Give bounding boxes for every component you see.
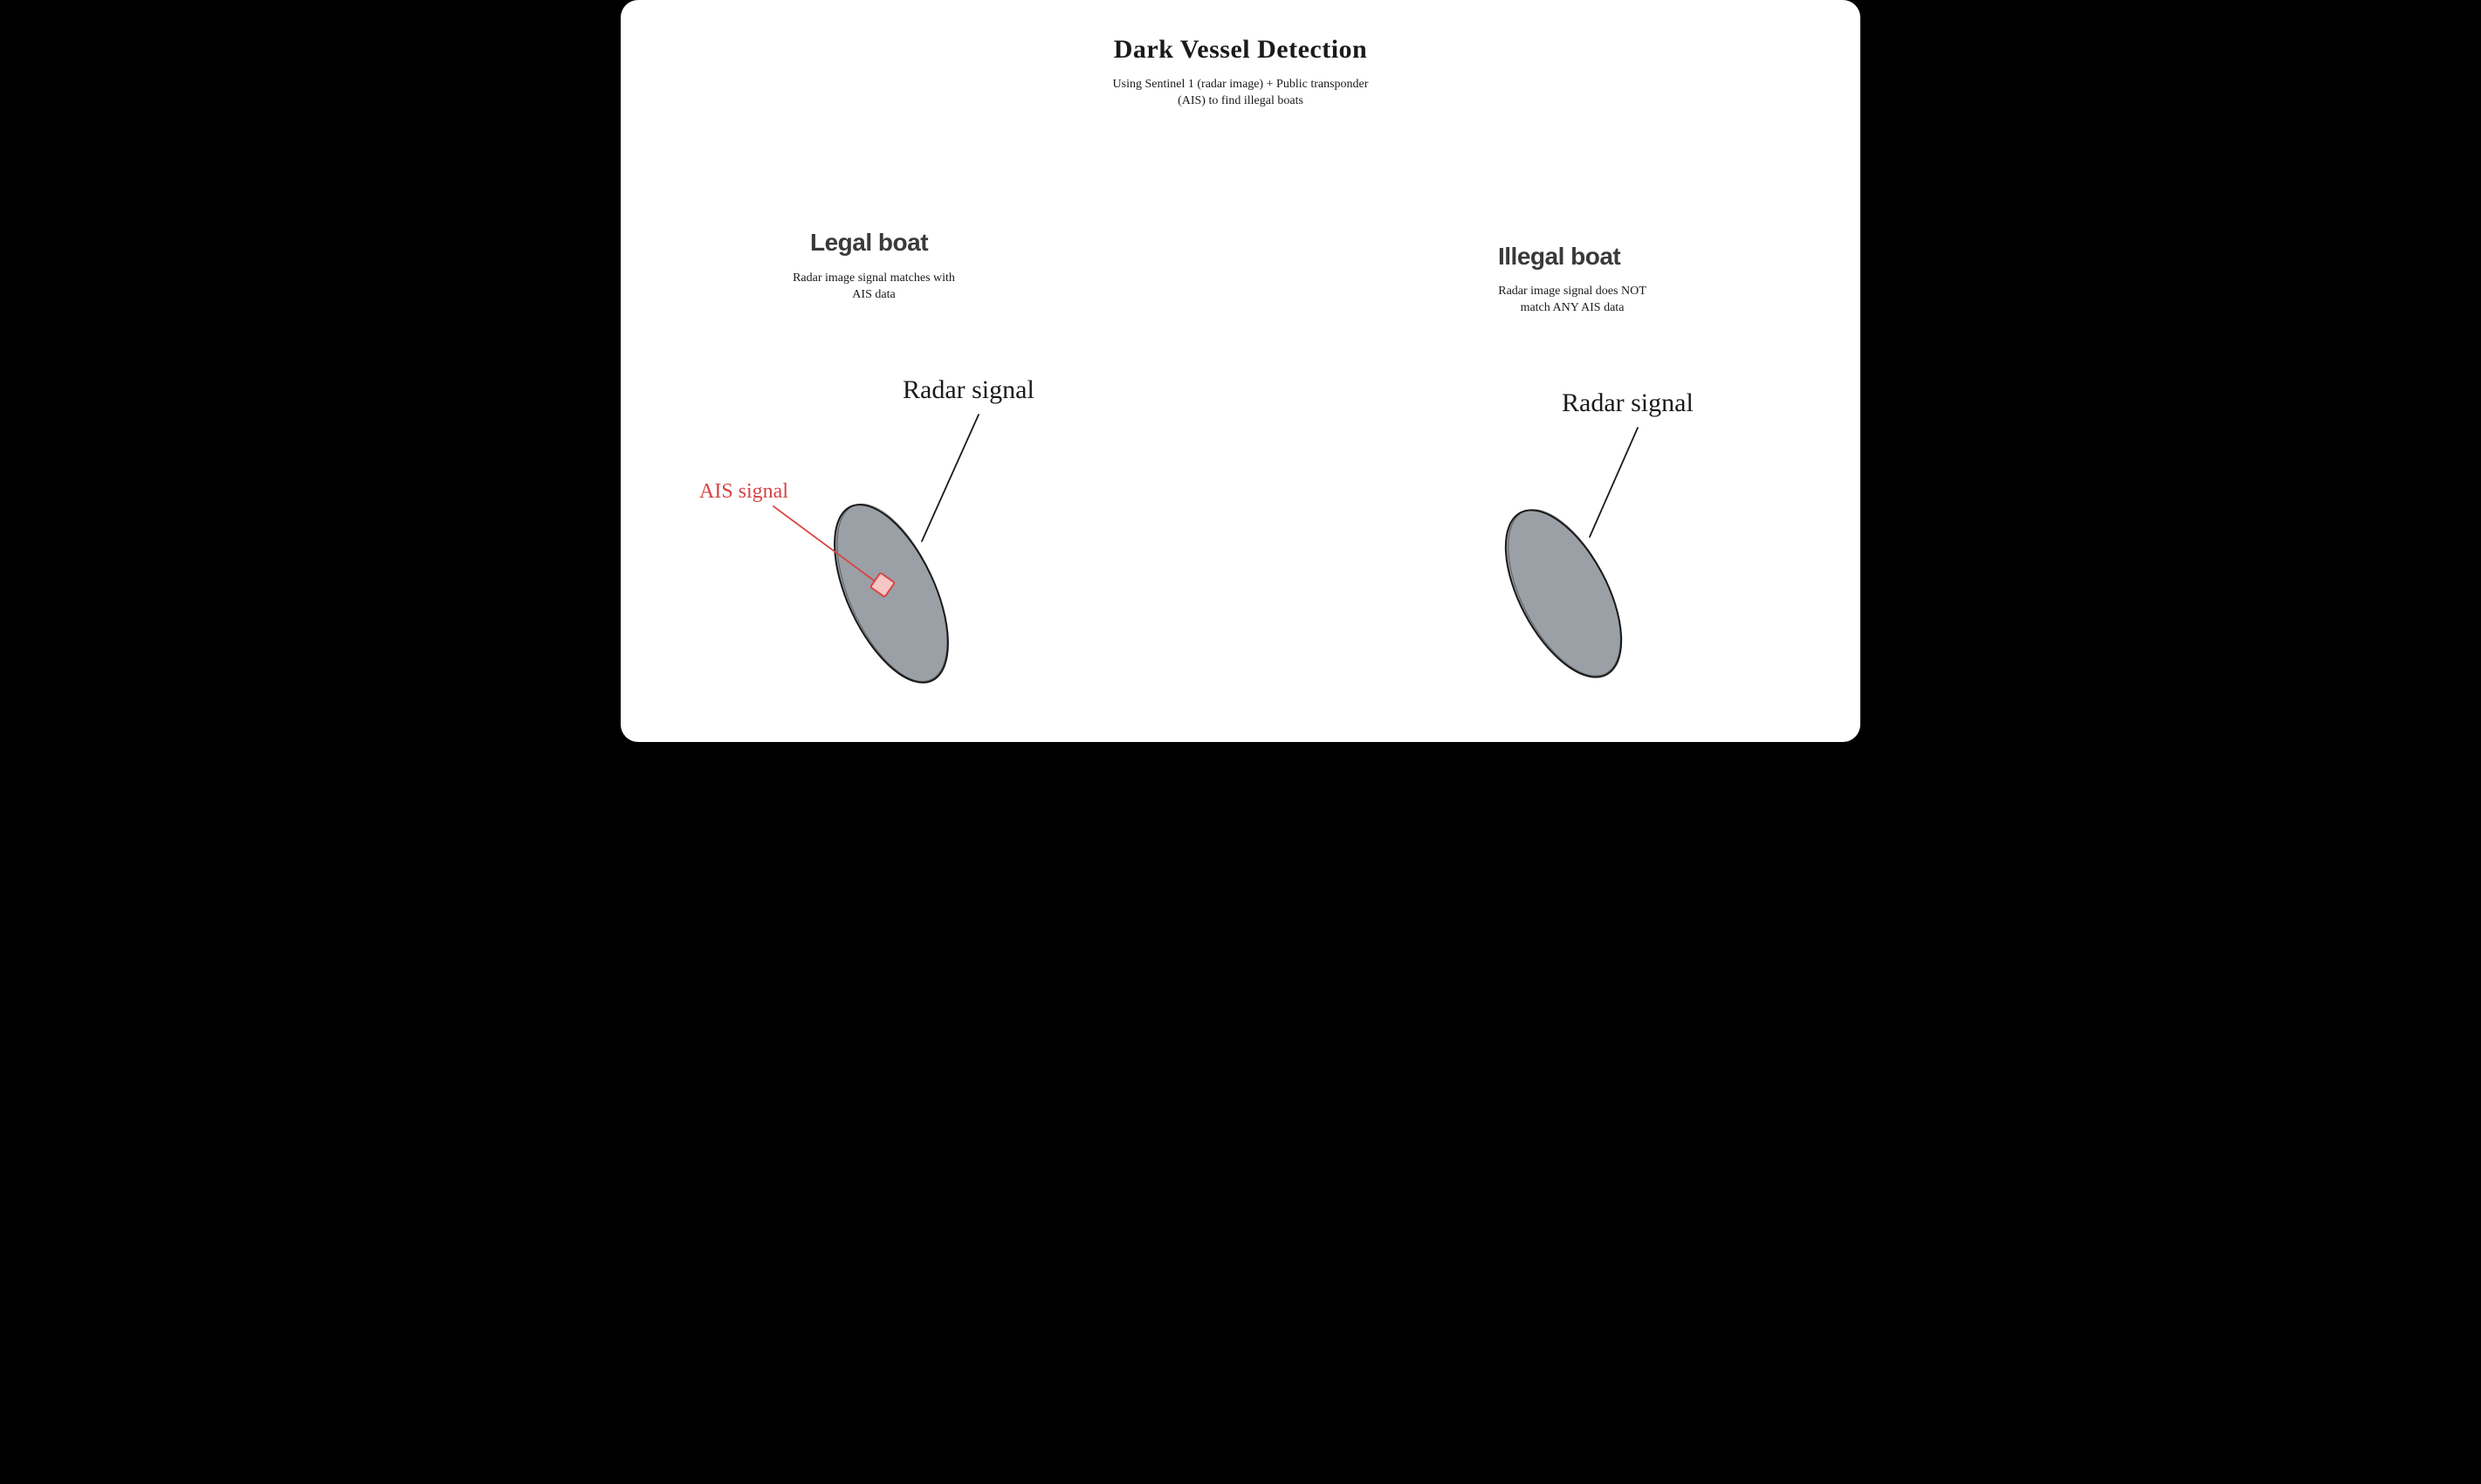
illegal-boat-graphic xyxy=(621,0,1860,742)
diagram-canvas: Dark Vessel Detection Using Sentinel 1 (… xyxy=(621,0,1860,742)
illegal-radar-line xyxy=(1590,428,1638,537)
